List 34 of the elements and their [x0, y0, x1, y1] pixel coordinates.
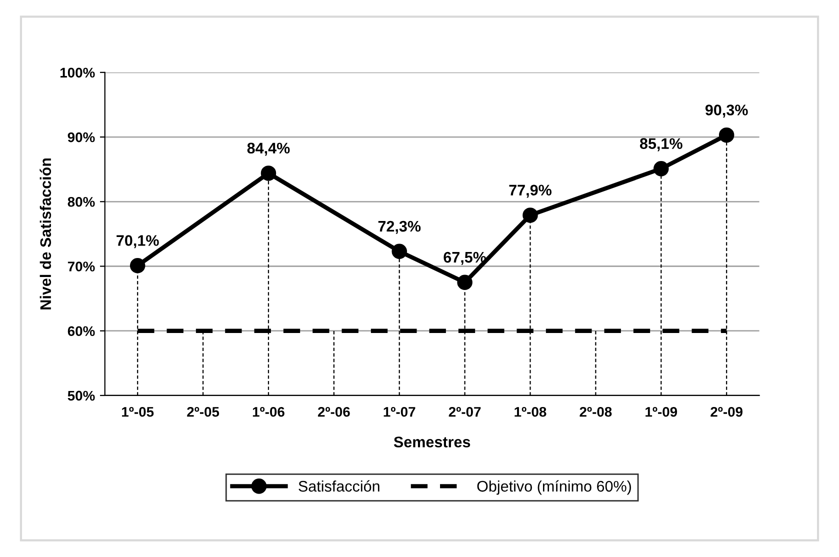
x-tick-label: 1º-05 — [122, 406, 154, 417]
x-tick-label: 2º-09 — [710, 406, 742, 417]
data-label: 90,3% — [705, 104, 748, 118]
x-tick-label: 1º-09 — [646, 406, 678, 417]
point — [718, 127, 734, 143]
point — [653, 161, 669, 176]
x-tick-label: 1º-07 — [384, 406, 416, 417]
x-axis-title: Semestres — [394, 436, 470, 448]
data-label: 85,1% — [640, 138, 682, 152]
point — [457, 274, 472, 290]
x-tick-label: 2º-07 — [448, 406, 481, 417]
y-axis-title: Nivel de Satisfacción — [40, 158, 52, 310]
data-label: 67,5% — [444, 252, 486, 265]
point — [260, 166, 276, 181]
x-tick-label: 2º-08 — [580, 406, 612, 417]
legend-label: Satisfacción — [298, 480, 380, 492]
point — [392, 244, 408, 260]
y-tick-label: 90% — [68, 132, 95, 142]
y-tick-label: 60% — [68, 326, 95, 336]
x-tick-label: 1º-06 — [252, 406, 284, 417]
x-tick-label: 1º-08 — [514, 406, 546, 417]
legend-label: Objetivo (mínimo 60%) — [477, 480, 631, 495]
y-tick-label: 70% — [68, 262, 95, 272]
y-tick-label: 80% — [68, 196, 95, 207]
data-label: 72,3% — [378, 220, 421, 234]
data-label: 70,1% — [116, 235, 159, 248]
y-tick-label: 100% — [60, 68, 95, 78]
x-tick-label: 2º-05 — [187, 406, 220, 417]
point — [522, 208, 538, 223]
y-tick-label: 50% — [68, 390, 95, 401]
x-tick-label: 2º-06 — [318, 406, 350, 417]
point — [130, 258, 146, 274]
data-label: 84,4% — [247, 142, 290, 156]
data-label: 77,9% — [509, 184, 552, 198]
